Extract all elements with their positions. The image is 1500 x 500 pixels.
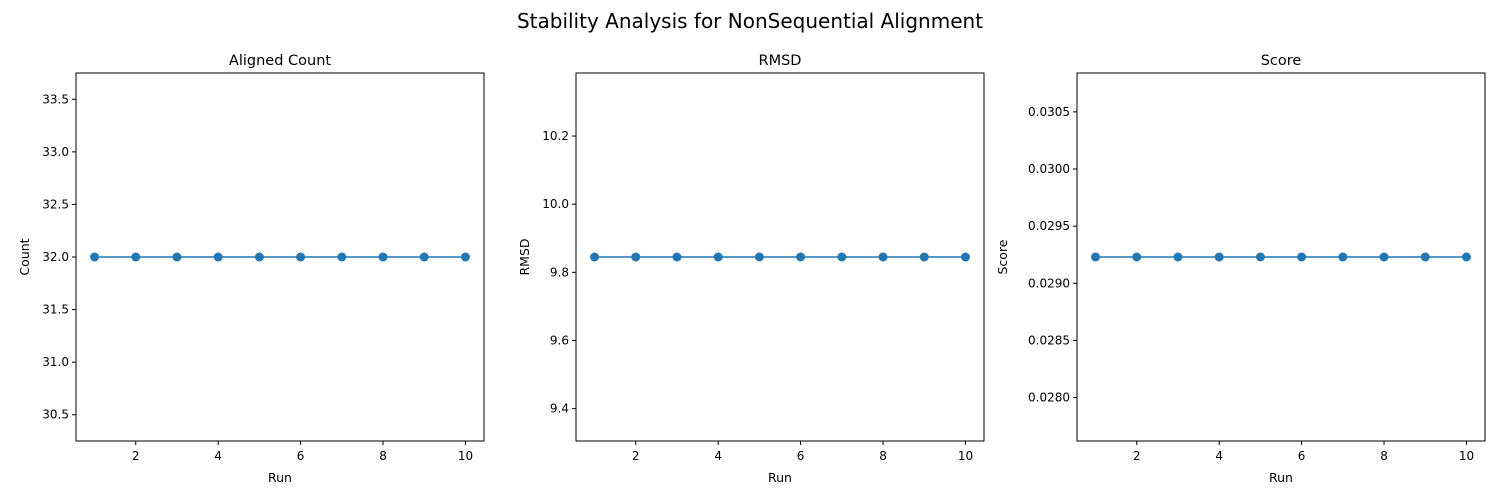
axes-frame [575, 72, 985, 442]
x-axis-label: Run [768, 470, 792, 485]
x-tick-label: 6 [297, 449, 305, 463]
y-axis-label: RMSD [517, 238, 532, 275]
subplot-3: Score 2 4 6 8 10 0.0280 0.0285 0.0290 0.0295 0.030… [995, 53, 1486, 485]
subplot-2: RMSD 2 4 6 8 10 9.4 9.6 9.8 10.0 10.2 Run RMSD [517, 53, 985, 485]
y-tick-label: 9.6 [550, 333, 569, 347]
data-point [590, 252, 600, 262]
data-point [131, 252, 141, 262]
data-point [1420, 252, 1430, 262]
y-tick-label: 9.4 [550, 402, 569, 416]
y-tick-label: 33.5 [42, 92, 69, 106]
x-tick-label: 2 [1133, 449, 1141, 463]
x-tick-label: 4 [714, 449, 722, 463]
y-tick-label: 0.0290 [1028, 276, 1070, 290]
data-point [172, 252, 182, 262]
data-point [460, 252, 470, 262]
x-tick-label: 8 [379, 449, 387, 463]
data-point [1379, 252, 1389, 262]
data-point [754, 252, 764, 262]
data-point [919, 252, 929, 262]
subplot-grid: Aligned Count 2 4 6 8 10 30.5 31.0 31.5 32.0 32.5 3… [17, 53, 1486, 485]
data-point [837, 252, 847, 262]
data-point [713, 252, 723, 262]
x-tick-label: 2 [132, 449, 140, 463]
x-tick-label: 2 [632, 449, 640, 463]
data-point [254, 252, 264, 262]
subplot-title: RMSD [759, 53, 802, 69]
x-tick-label: 6 [797, 449, 805, 463]
data-point [631, 252, 641, 262]
x-tick-label: 10 [958, 449, 973, 463]
figure-suptitle: Stability Analysis for NonSequential Ali… [517, 9, 983, 33]
y-tick-label: 33.0 [42, 145, 69, 159]
y-tick-label: 32.5 [42, 197, 69, 211]
axes-frame [75, 72, 485, 442]
y-tick-label: 0.0305 [1028, 105, 1070, 119]
y-tick-label: 10.2 [542, 129, 569, 143]
x-tick-label: 4 [214, 449, 222, 463]
y-tick-label: 32.0 [42, 250, 69, 264]
data-point [296, 252, 306, 262]
y-axis-label: Score [995, 239, 1010, 274]
data-point [419, 252, 429, 262]
data-point [90, 252, 100, 262]
y-tick-label: 0.0280 [1028, 391, 1070, 405]
subplot-1: Aligned Count 2 4 6 8 10 30.5 31.0 31.5 32.0 32.5 3… [17, 53, 485, 485]
x-tick-label: 6 [1298, 449, 1306, 463]
axes-frame [1076, 72, 1486, 442]
data-point [672, 252, 682, 262]
subplot-title: Aligned Count [229, 53, 331, 69]
data-point [1173, 252, 1183, 262]
x-axis-label: Run [268, 470, 292, 485]
y-tick-label: 31.5 [42, 303, 69, 317]
y-tick-label: 10.0 [542, 197, 569, 211]
data-point [1091, 252, 1101, 262]
data-point [960, 252, 970, 262]
data-point [1338, 252, 1348, 262]
data-point [337, 252, 347, 262]
x-tick-label: 10 [1459, 449, 1474, 463]
x-tick-label: 4 [1215, 449, 1223, 463]
data-point [796, 252, 806, 262]
x-axis-label: Run [1269, 470, 1293, 485]
data-point [1461, 252, 1471, 262]
y-tick-label: 0.0285 [1028, 333, 1070, 347]
data-point [378, 252, 388, 262]
data-point [1132, 252, 1142, 262]
y-axis-label: Count [17, 238, 32, 275]
y-tick-label: 30.5 [42, 408, 69, 422]
data-point [213, 252, 223, 262]
data-point [1297, 252, 1307, 262]
x-tick-label: 8 [1380, 449, 1388, 463]
x-tick-label: 8 [879, 449, 887, 463]
data-point [1214, 252, 1224, 262]
y-tick-label: 0.0295 [1028, 219, 1070, 233]
subplot-title: Score [1261, 53, 1302, 69]
y-tick-label: 31.0 [42, 355, 69, 369]
data-point [1255, 252, 1265, 262]
x-tick-label: 10 [458, 449, 473, 463]
y-tick-label: 9.8 [550, 265, 569, 279]
data-point [878, 252, 888, 262]
y-tick-label: 0.0300 [1028, 162, 1070, 176]
